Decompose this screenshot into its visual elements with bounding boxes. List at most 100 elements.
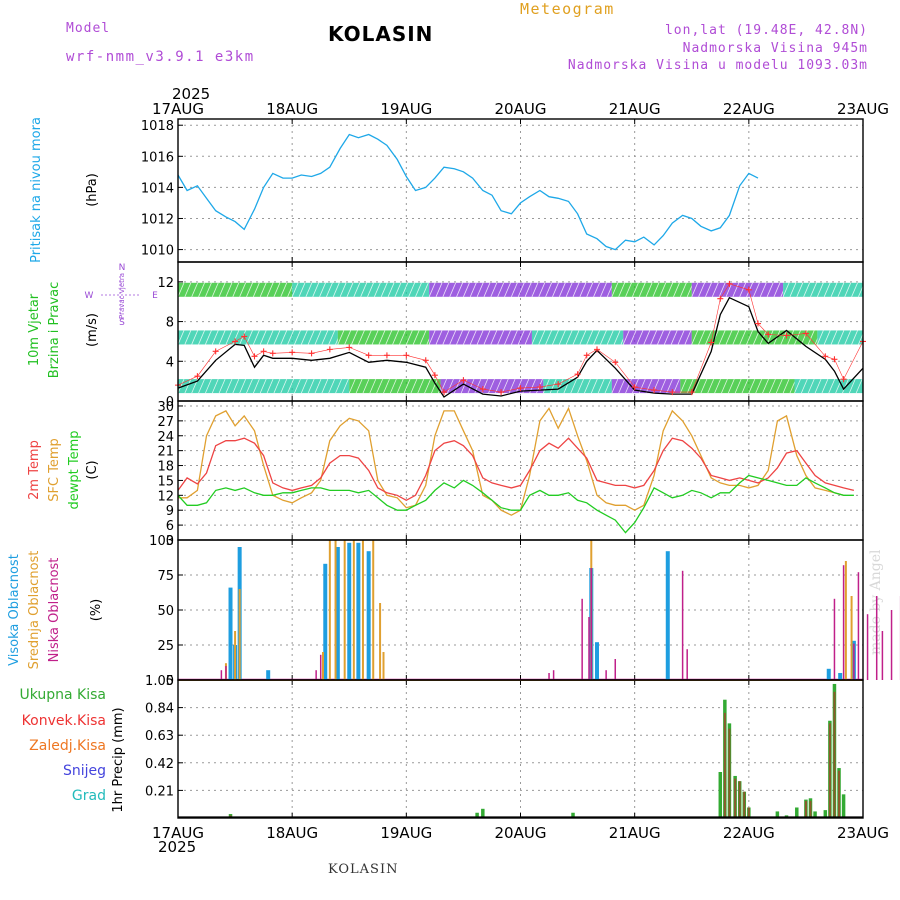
wind-barb bbox=[611, 378, 619, 394]
wind-barb bbox=[287, 378, 294, 394]
mid-cloud-bar bbox=[238, 589, 241, 680]
wind-barb bbox=[823, 330, 831, 345]
rain-convective-bar bbox=[833, 691, 836, 818]
wind-barb bbox=[823, 282, 831, 297]
wind-barb bbox=[417, 378, 425, 394]
wind-barb bbox=[476, 282, 484, 297]
wind-barb bbox=[298, 282, 306, 297]
wind-barb bbox=[600, 330, 607, 345]
mid-cloud-bar bbox=[334, 540, 337, 680]
wind-barb bbox=[383, 378, 390, 394]
wind-barb bbox=[666, 378, 674, 394]
wind-barb bbox=[348, 378, 356, 394]
wind-barb bbox=[613, 330, 621, 345]
wind-barb bbox=[351, 330, 358, 345]
wind-barb bbox=[490, 330, 498, 345]
model-name: wrf-nmm_v3.9.1 e3km bbox=[66, 49, 255, 65]
wind-barb bbox=[442, 282, 450, 297]
wind-barb bbox=[392, 330, 400, 345]
wind-barb bbox=[495, 378, 502, 394]
wind-barb bbox=[659, 282, 667, 297]
y-tick-label: 12 bbox=[157, 489, 174, 504]
wind-direction-band bbox=[794, 379, 863, 394]
rain-total-bar bbox=[841, 794, 846, 818]
wind-barb bbox=[198, 378, 205, 394]
wind-barb bbox=[590, 378, 598, 394]
wind-barb bbox=[718, 282, 726, 297]
wind-barb bbox=[435, 330, 443, 345]
precip-ylabel: 1hr Precip (mm) bbox=[111, 707, 126, 812]
temp-ylabel-dew: dewpt Temp bbox=[67, 430, 82, 509]
wind-barb bbox=[775, 378, 783, 394]
wind-barb bbox=[453, 378, 461, 394]
altitude: Nadmorska Visina 945m bbox=[682, 41, 868, 56]
wind-barb bbox=[469, 330, 477, 345]
wind-barb bbox=[408, 282, 415, 297]
wind-barb bbox=[259, 282, 267, 297]
wind-barb bbox=[259, 378, 267, 394]
wind-barb bbox=[780, 330, 788, 345]
wind-barb bbox=[816, 330, 824, 345]
high-cloud-bar bbox=[266, 670, 271, 680]
low-cloud-bar bbox=[833, 598, 836, 680]
rain-convective-bar bbox=[738, 781, 741, 818]
wind-barb bbox=[517, 330, 525, 345]
x-tick-label-bottom: 18AUG bbox=[266, 824, 318, 842]
wind-barb bbox=[789, 282, 797, 297]
low-cloud-bar bbox=[220, 670, 223, 680]
rain-convective-bar bbox=[828, 723, 831, 818]
wind-barb bbox=[358, 330, 365, 345]
wind-barb bbox=[483, 330, 491, 345]
wind-barb bbox=[652, 282, 660, 297]
wind-barb bbox=[396, 378, 404, 394]
wind-barb bbox=[415, 282, 422, 297]
wind-barb bbox=[399, 330, 406, 345]
y-tick-label: 1010 bbox=[141, 244, 174, 259]
low-cloud-bar bbox=[881, 631, 884, 680]
pressure-ylabel: Pritisak na nivou mora bbox=[29, 117, 44, 263]
wind-barb bbox=[593, 330, 600, 345]
wind-barb bbox=[389, 378, 397, 394]
y-tick-label: 6 bbox=[166, 519, 174, 534]
wind-barb bbox=[643, 330, 651, 345]
wind-barb bbox=[810, 282, 817, 297]
wind-barb bbox=[273, 282, 281, 297]
wind-barb bbox=[611, 282, 619, 297]
wind-barb bbox=[412, 330, 420, 345]
wind-barb bbox=[239, 378, 247, 394]
wind-barb bbox=[679, 282, 687, 297]
high-cloud-bar bbox=[594, 642, 599, 680]
wind-barb bbox=[184, 330, 192, 345]
rain-total-bar bbox=[571, 812, 575, 818]
mid-cloud-bar bbox=[321, 652, 324, 680]
wind-barb bbox=[287, 330, 294, 345]
temp-unit: (C) bbox=[85, 460, 100, 479]
pressure-line bbox=[177, 133, 759, 251]
wind-barb bbox=[342, 378, 349, 394]
wind-barb bbox=[673, 282, 680, 297]
wind-barb bbox=[364, 330, 372, 345]
wind-barb bbox=[558, 282, 566, 297]
y-tick-label: 50 bbox=[157, 604, 174, 619]
wind-barb bbox=[266, 330, 274, 345]
wind-barb bbox=[538, 282, 546, 297]
wind-barb bbox=[842, 378, 849, 394]
wind-direction-band bbox=[623, 330, 692, 345]
wind-barb bbox=[837, 330, 845, 345]
wind-barb bbox=[410, 378, 418, 394]
y-tick-label: 1.05 bbox=[145, 674, 174, 689]
wind-barb bbox=[586, 330, 594, 345]
wind-barb bbox=[387, 282, 395, 297]
wind-barb bbox=[463, 282, 470, 297]
wind-barb bbox=[456, 330, 463, 345]
wind-barb bbox=[273, 330, 281, 345]
rain-convective-bar bbox=[734, 778, 737, 818]
wind-barb bbox=[376, 378, 384, 394]
rain-convective-bar bbox=[804, 800, 807, 818]
wind-barb bbox=[721, 378, 728, 394]
wind-barb bbox=[421, 282, 429, 297]
wind-barb bbox=[746, 330, 753, 345]
wind-direction-band bbox=[349, 379, 441, 394]
wind-barb bbox=[844, 282, 852, 297]
low-cloud-bar bbox=[225, 666, 227, 680]
